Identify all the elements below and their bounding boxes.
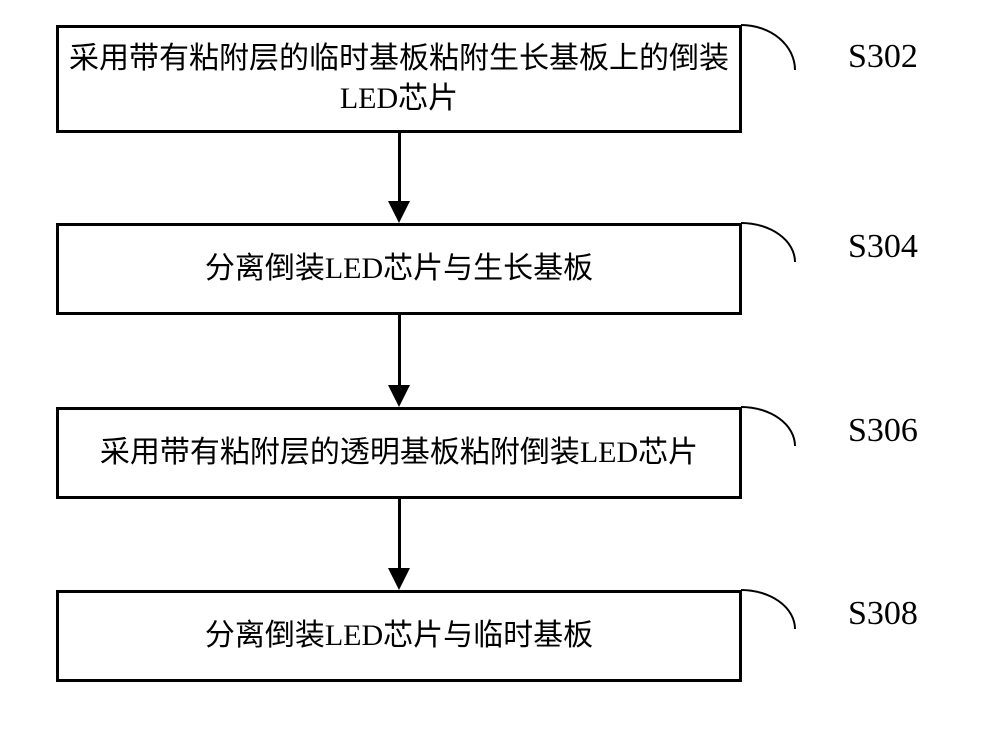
- arrow-head-icon: [388, 201, 410, 223]
- arrow-head-icon: [388, 568, 410, 590]
- arrow-line: [398, 133, 401, 201]
- label-connector-s302: [741, 24, 796, 70]
- step-label-s306: S306: [848, 412, 918, 450]
- step-label-s308: S308: [848, 595, 918, 633]
- step-box-s308: 分离倒装LED芯片与临时基板: [56, 590, 742, 682]
- flowchart-canvas: 采用带有粘附层的临时基板粘附生长基板上的倒装LED芯片 S302 分离倒装LED…: [0, 0, 1000, 743]
- step-box-s302: 采用带有粘附层的临时基板粘附生长基板上的倒装LED芯片: [56, 25, 742, 133]
- arrow-line: [398, 315, 401, 385]
- step-label-s302: S302: [848, 38, 918, 76]
- step-text: 采用带有粘附层的临时基板粘附生长基板上的倒装LED芯片: [69, 39, 729, 120]
- arrow-line: [398, 499, 401, 568]
- label-connector-s304: [741, 222, 796, 262]
- step-box-s306: 采用带有粘附层的透明基板粘附倒装LED芯片: [56, 407, 742, 499]
- step-text: 采用带有粘附层的透明基板粘附倒装LED芯片: [100, 433, 698, 474]
- arrow-head-icon: [388, 385, 410, 407]
- step-text: 分离倒装LED芯片与临时基板: [205, 616, 593, 657]
- label-connector-s306: [741, 406, 796, 446]
- step-text: 分离倒装LED芯片与生长基板: [205, 249, 593, 290]
- label-connector-s308: [741, 589, 796, 629]
- step-box-s304: 分离倒装LED芯片与生长基板: [56, 223, 742, 315]
- step-label-s304: S304: [848, 228, 918, 266]
